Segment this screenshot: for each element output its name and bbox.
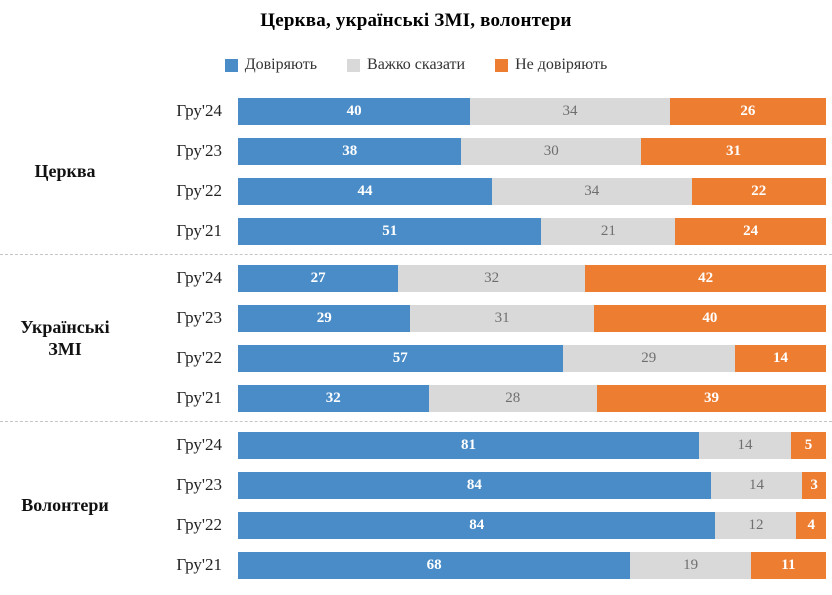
bar-segment-hard: 21 <box>541 217 676 245</box>
chart-group: Українські ЗМІ Гру'24 27 32 42 Гру'23 29 31 40 Гр… <box>0 254 832 421</box>
chart-row: Гру'21 51 21 24 <box>130 211 832 251</box>
bar-segment-distrust: 31 <box>640 137 826 165</box>
bar-segment-hard: 30 <box>461 137 641 165</box>
bar-segment-hard: 31 <box>410 304 594 332</box>
stacked-bar: 84 12 4 <box>238 511 826 539</box>
chart-group: Церква Гру'24 40 34 26 Гру'23 38 30 31 Гру'22 44 34… <box>0 88 832 254</box>
bar-segment-hard: 14 <box>710 471 803 499</box>
group-label: Волонтери <box>21 494 109 515</box>
group-rows: Гру'24 81 14 5 Гру'23 84 14 3 Гру'22 84 12 4 Гру'21 6… <box>130 422 832 588</box>
stacked-bar: 57 29 14 <box>238 344 826 372</box>
bar-segment-distrust: 4 <box>796 511 826 539</box>
chart-row: Гру'23 38 30 31 <box>130 131 832 171</box>
bar-segment-trust: 51 <box>238 217 542 245</box>
stacked-bar: 68 19 11 <box>238 551 827 579</box>
chart-row: Гру'23 84 14 3 <box>130 465 832 505</box>
bar-segment-distrust: 3 <box>802 471 826 499</box>
row-label: Гру'23 <box>176 475 222 494</box>
stacked-bar: 27 32 42 <box>238 264 826 292</box>
square-swatch-orange-icon <box>495 58 509 72</box>
group-rows: Гру'24 40 34 26 Гру'23 38 30 31 Гру'22 44 34 22 Гру'… <box>130 88 832 254</box>
bar-segment-distrust: 22 <box>691 177 826 205</box>
chart-legend: Довіряють Важко сказати Не довіряють <box>0 56 832 74</box>
chart-groups: Церква Гру'24 40 34 26 Гру'23 38 30 31 Гру'22 44 34… <box>0 88 832 588</box>
bar-segment-hard: 32 <box>398 264 586 292</box>
bar-segment-trust: 40 <box>238 97 471 125</box>
legend-label-trust: Довіряють <box>244 56 318 73</box>
chart-row: Гру'24 27 32 42 <box>130 258 832 298</box>
bar-segment-trust: 44 <box>238 177 492 205</box>
bar-segment-hard: 19 <box>630 551 751 579</box>
bar-segment-trust: 32 <box>238 384 429 412</box>
chart-row: Гру'21 32 28 39 <box>130 378 832 418</box>
row-label: Гру'23 <box>176 141 222 160</box>
bar-segment-trust: 38 <box>238 137 462 165</box>
stacked-bar: 32 28 39 <box>238 384 826 412</box>
chart-group: Волонтери Гру'24 81 14 5 Гру'23 84 14 3 Гру'22 84 1… <box>0 421 832 588</box>
row-label: Гру'23 <box>176 308 222 327</box>
legend-item-hard-to-say: Важко сказати <box>347 56 465 74</box>
legend-item-distrust: Не довіряють <box>495 56 607 74</box>
row-label: Гру'22 <box>176 348 222 367</box>
bar-segment-hard: 29 <box>562 344 735 372</box>
square-swatch-blue-icon <box>224 58 238 72</box>
row-label: Гру'21 <box>176 555 222 574</box>
square-swatch-gray-icon <box>347 58 361 72</box>
row-label: Гру'24 <box>176 101 222 120</box>
bar-segment-trust: 29 <box>238 304 411 332</box>
bar-segment-distrust: 24 <box>675 217 826 245</box>
chart-row: Гру'24 40 34 26 <box>130 91 832 131</box>
bar-segment-distrust: 26 <box>669 97 827 125</box>
row-label: Гру'22 <box>176 515 222 534</box>
bar-segment-hard: 34 <box>491 177 692 205</box>
group-label: Церква <box>34 160 96 181</box>
legend-label-hard-to-say: Важко сказати <box>367 56 466 73</box>
row-label: Гру'24 <box>176 268 222 287</box>
group-label: Українські ЗМІ <box>20 316 110 360</box>
bar-segment-trust: 27 <box>238 264 399 292</box>
bar-segment-distrust: 14 <box>734 344 826 372</box>
bar-segment-hard: 28 <box>428 384 598 412</box>
bar-segment-distrust: 40 <box>593 304 826 332</box>
bar-segment-distrust: 42 <box>585 264 826 292</box>
bar-segment-distrust: 39 <box>597 384 826 412</box>
bar-segment-trust: 68 <box>238 551 631 579</box>
legend-label-distrust: Не довіряють <box>515 56 608 73</box>
chart-row: Гру'22 57 29 14 <box>130 338 832 378</box>
stacked-bar: 84 14 3 <box>238 471 826 499</box>
stacked-bar: 44 34 22 <box>238 177 826 205</box>
chart-row: Гру'22 84 12 4 <box>130 505 832 545</box>
stacked-bar: 40 34 26 <box>238 97 827 125</box>
bar-segment-distrust: 5 <box>790 431 826 459</box>
bar-segment-trust: 81 <box>238 431 699 459</box>
row-label: Гру'21 <box>176 388 222 407</box>
row-label: Гру'24 <box>176 435 222 454</box>
group-rows: Гру'24 27 32 42 Гру'23 29 31 40 Гру'22 57 29 14 Гру'… <box>130 255 832 421</box>
row-label: Гру'22 <box>176 181 222 200</box>
chart-title: Церква, українські ЗМІ, волонтери <box>260 10 572 31</box>
stacked-bar: 81 14 5 <box>238 431 826 459</box>
chart-row: Гру'22 44 34 22 <box>130 171 832 211</box>
bar-segment-hard: 14 <box>698 431 791 459</box>
stacked-bar: 51 21 24 <box>238 217 826 245</box>
bar-segment-trust: 84 <box>238 471 711 499</box>
chart-row: Гру'24 81 14 5 <box>130 425 832 465</box>
chart-row: Гру'21 68 19 11 <box>130 545 832 585</box>
bar-segment-distrust: 11 <box>750 551 827 579</box>
bar-segment-trust: 84 <box>238 511 716 539</box>
stacked-bar: 38 30 31 <box>238 137 826 165</box>
bar-segment-hard: 34 <box>470 97 670 125</box>
bar-segment-trust: 57 <box>238 344 563 372</box>
legend-item-trust: Довіряють <box>224 56 318 74</box>
stacked-bar: 29 31 40 <box>238 304 826 332</box>
chart-row: Гру'23 29 31 40 <box>130 298 832 338</box>
row-label: Гру'21 <box>176 221 222 240</box>
bar-segment-hard: 12 <box>715 511 797 539</box>
